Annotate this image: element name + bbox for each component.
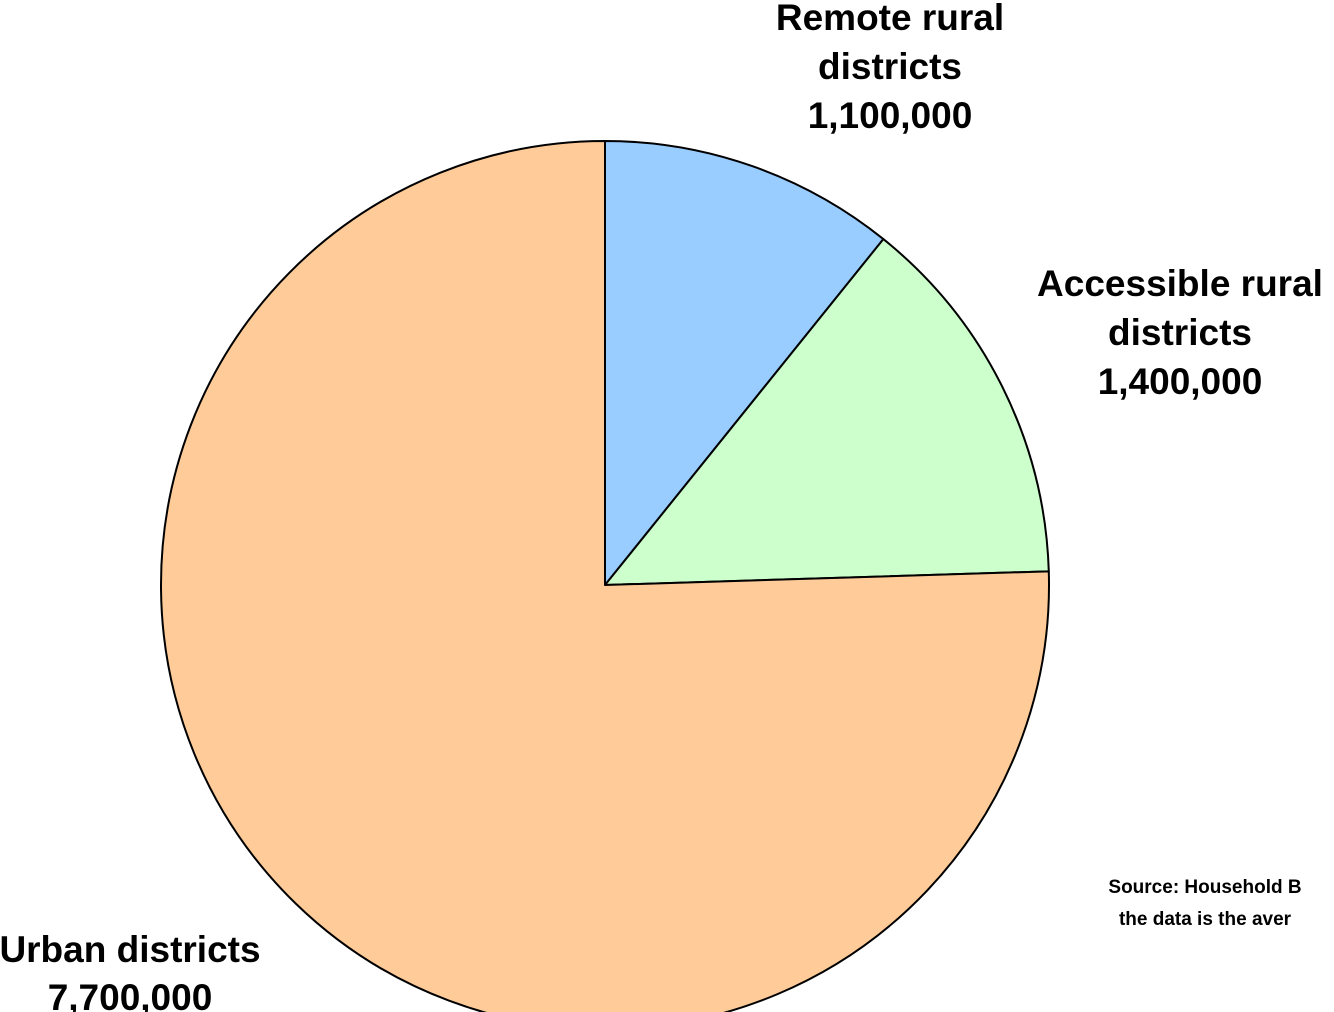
slice-label-remote: Remote rural districts 1,100,000: [776, 0, 1004, 136]
slice-label-line: Remote rural: [776, 0, 1004, 38]
source-note: Source: Household B the data is the aver: [1108, 877, 1301, 930]
slice-label-accessible: Accessible rural districts 1,400,000: [1037, 263, 1323, 402]
slice-label-urban: Urban districts 7,700,000: [0, 929, 261, 1012]
slice-label-line: Urban districts: [0, 929, 261, 970]
slice-label-line: districts: [1108, 312, 1252, 353]
source-note-line: Source: Household B: [1108, 877, 1301, 898]
slice-label-line: 7,700,000: [48, 977, 213, 1012]
source-note-line: the data is the aver: [1119, 909, 1292, 930]
slice-label-line: 1,100,000: [808, 95, 973, 136]
slice-label-line: 1,400,000: [1098, 361, 1263, 402]
slice-label-line: districts: [818, 46, 962, 87]
slice-label-line: Accessible rural: [1037, 263, 1323, 304]
pie-slices: [161, 141, 1049, 1012]
